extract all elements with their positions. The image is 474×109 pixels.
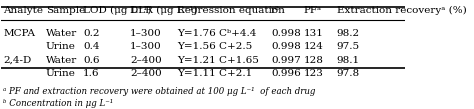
Text: Y=1.21 C+1.65: Y=1.21 C+1.65 — [177, 56, 259, 65]
Text: 128: 128 — [304, 56, 324, 65]
Text: DLR (μg L⁻¹): DLR (μg L⁻¹) — [130, 6, 198, 15]
Text: 0.996: 0.996 — [271, 69, 301, 78]
Text: ᵇ Concentration in μg L⁻¹: ᵇ Concentration in μg L⁻¹ — [3, 99, 114, 108]
Text: Water: Water — [46, 29, 77, 38]
Text: MCPA: MCPA — [3, 29, 36, 38]
Text: Extraction recoveryᵃ (%): Extraction recoveryᵃ (%) — [337, 6, 466, 15]
Text: Regression equation: Regression equation — [177, 6, 285, 15]
Text: Y=1.76 Cᵇ+4.4: Y=1.76 Cᵇ+4.4 — [177, 29, 256, 38]
Text: 0.6: 0.6 — [83, 56, 100, 65]
Text: 0.998: 0.998 — [271, 42, 301, 51]
Text: 1–300: 1–300 — [130, 29, 162, 38]
Text: Urine: Urine — [46, 42, 75, 51]
Text: Y=1.11 C+2.1: Y=1.11 C+2.1 — [177, 69, 252, 78]
Text: 2–400: 2–400 — [130, 69, 162, 78]
Text: PFᵃ: PFᵃ — [304, 6, 322, 15]
Text: 0.2: 0.2 — [83, 29, 100, 38]
Text: ᵃ PF and extraction recovery were obtained at 100 μg L⁻¹  of each drug: ᵃ PF and extraction recovery were obtain… — [3, 87, 316, 96]
Text: Y=1.56 C+2.5: Y=1.56 C+2.5 — [177, 42, 252, 51]
Text: Water: Water — [46, 56, 77, 65]
Text: Urine: Urine — [46, 69, 75, 78]
Text: 0.4: 0.4 — [83, 42, 100, 51]
Text: 97.8: 97.8 — [337, 69, 360, 78]
Text: LOD (μg L⁻¹): LOD (μg L⁻¹) — [83, 6, 152, 15]
Text: 123: 123 — [304, 69, 324, 78]
Text: Analyte: Analyte — [3, 6, 44, 15]
Text: 1–300: 1–300 — [130, 42, 162, 51]
Text: 124: 124 — [304, 42, 324, 51]
Text: 131: 131 — [304, 29, 324, 38]
Text: 0.998: 0.998 — [271, 29, 301, 38]
Text: 98.2: 98.2 — [337, 29, 360, 38]
Text: 1.6: 1.6 — [83, 69, 100, 78]
Text: r²: r² — [271, 6, 280, 15]
Text: 97.5: 97.5 — [337, 42, 360, 51]
Text: 98.1: 98.1 — [337, 56, 360, 65]
Text: 2–400: 2–400 — [130, 56, 162, 65]
Text: 2,4-D: 2,4-D — [3, 56, 32, 65]
Text: Sample: Sample — [46, 6, 85, 15]
Text: 0.997: 0.997 — [271, 56, 301, 65]
